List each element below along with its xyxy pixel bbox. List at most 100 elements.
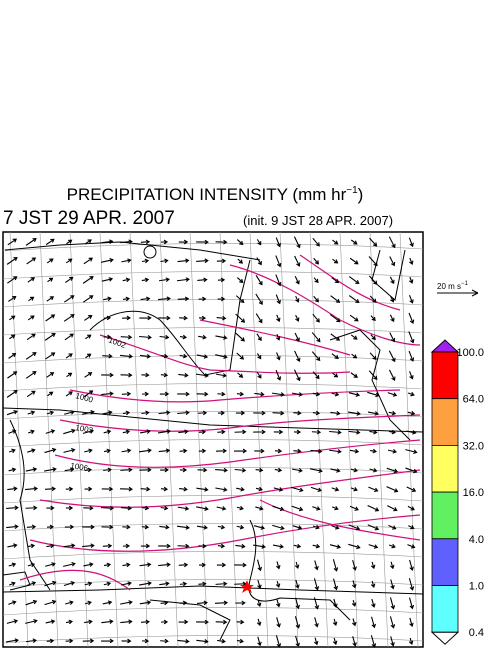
wind-arrow — [275, 580, 281, 588]
wind-arrow — [292, 468, 303, 473]
wind-arrow — [197, 600, 208, 606]
colorbar-label: 100.0 — [456, 347, 484, 359]
wind-arrow — [310, 448, 323, 454]
wind-arrow — [178, 619, 189, 625]
title-text: PRECIPITATION INTENSITY (mm hr — [67, 185, 347, 204]
wind-arrow — [351, 599, 357, 607]
wind-arrow — [273, 487, 284, 492]
wind-arrow — [196, 619, 209, 625]
wind-arrow — [120, 467, 133, 473]
wind-arrow — [45, 562, 56, 567]
wind-arrow — [177, 543, 190, 549]
wind-arrow — [26, 333, 36, 341]
wind-arrow — [255, 506, 264, 511]
wind-arrow — [252, 544, 266, 549]
wind-arrow — [64, 410, 75, 415]
wind-arrow — [235, 332, 245, 342]
wind-arrow — [274, 467, 283, 473]
wind-arrow — [65, 353, 73, 359]
wind-arrow — [7, 371, 18, 379]
wind-arrow — [253, 429, 266, 435]
wind-arrow — [44, 486, 56, 492]
wind-arrow — [103, 429, 112, 435]
wind-arrow — [63, 543, 76, 548]
wind-arrow — [407, 391, 415, 397]
wind-arrow — [314, 560, 319, 571]
wind-arrow — [101, 258, 114, 263]
wind-arrow — [84, 372, 93, 378]
wind-arrow — [198, 429, 207, 435]
wind-arrow — [253, 525, 266, 530]
wind-arrow — [330, 295, 341, 303]
wind-arrow — [294, 616, 301, 629]
wind-arrow — [63, 447, 76, 453]
meridian — [279, 231, 299, 648]
parallel — [2, 327, 424, 336]
wind-arrow — [27, 315, 35, 321]
wind-arrow — [46, 524, 55, 530]
wind-arrow — [84, 600, 92, 606]
wind-arrow — [234, 448, 248, 454]
wind-arrow — [82, 638, 95, 644]
wind-arrow — [120, 486, 133, 492]
wind-arrow — [101, 239, 114, 244]
wind-arrow — [294, 255, 301, 267]
wind-arrow — [176, 525, 190, 530]
wind-arrow — [313, 277, 319, 284]
wind-arrow — [83, 390, 94, 398]
meridian — [309, 231, 329, 648]
wind-arrow — [295, 597, 300, 610]
wind-arrow — [216, 448, 227, 454]
wind-arrow — [217, 638, 226, 644]
wind-arrow — [409, 617, 414, 628]
wind-arrow — [8, 600, 17, 605]
wind-arrow — [331, 391, 340, 397]
wind-arrow — [25, 599, 38, 606]
wind-arrow — [331, 487, 340, 492]
wind-arrow — [330, 333, 341, 341]
wind-arrow — [198, 562, 207, 568]
wind-arrow — [367, 524, 380, 531]
meridian — [39, 231, 59, 648]
wind-arrow — [141, 524, 150, 530]
wind-arrow — [82, 543, 95, 549]
wind-arrow — [101, 619, 114, 624]
wind-arrow — [271, 392, 285, 397]
wind-arrow — [255, 467, 264, 473]
wind-arrow — [217, 277, 226, 283]
wind-arrow — [64, 276, 74, 283]
wind-arrow — [387, 449, 398, 454]
wind-arrow — [367, 391, 380, 398]
wind-arrow — [332, 239, 339, 245]
wind-arrow — [122, 429, 131, 435]
wind-arrow — [236, 352, 245, 360]
wind-arrow — [370, 561, 376, 570]
parallel — [2, 495, 424, 504]
title-close: ) — [358, 185, 364, 204]
colorbar-segment — [431, 538, 459, 586]
wind-arrow — [408, 294, 414, 304]
wind-arrow — [275, 237, 281, 248]
wind-arrow — [5, 638, 19, 643]
meridian — [129, 231, 149, 648]
wind-arrow — [236, 277, 244, 284]
wind-arrow — [348, 295, 360, 304]
wind-arrow — [139, 562, 152, 567]
wind-arrow — [159, 391, 170, 397]
wind-arrow — [387, 505, 398, 512]
wind-arrow — [406, 486, 417, 493]
wind-arrow — [122, 410, 131, 416]
wind-arrow — [215, 335, 228, 340]
wind-arrow — [46, 296, 55, 302]
wind-arrow — [348, 543, 361, 550]
wind-arrow — [7, 543, 18, 548]
wind-arrow — [405, 467, 418, 474]
wind-arrow — [408, 597, 415, 610]
wind-arrow — [236, 486, 245, 492]
wind-arrow — [139, 429, 151, 434]
wind-arrow — [26, 524, 37, 530]
wind-arrow — [294, 350, 301, 363]
wind-arrow — [101, 277, 114, 282]
wind-arrow — [66, 372, 73, 378]
scale-label: 20 m s−1 — [437, 281, 469, 291]
